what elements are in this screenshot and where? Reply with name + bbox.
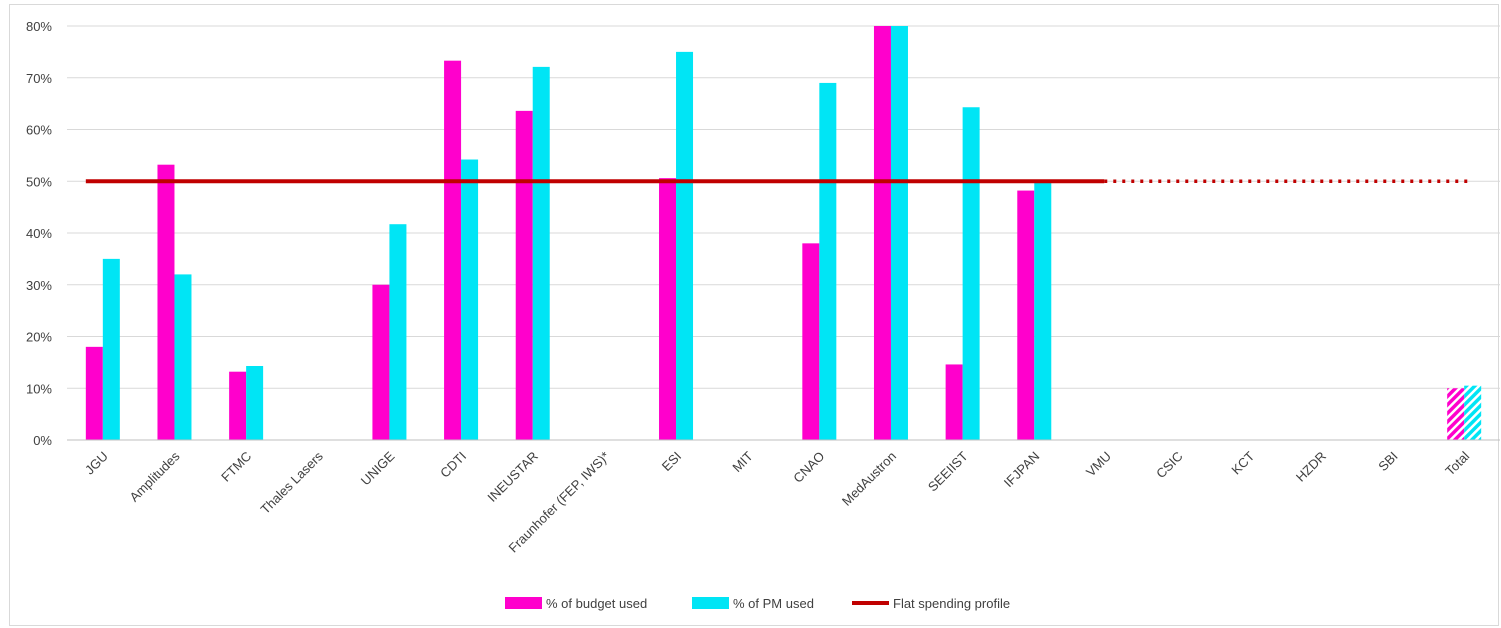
gridlines — [67, 25, 1500, 441]
x-tick-label: CDTI — [437, 449, 469, 481]
bar-pm-6 — [532, 66, 550, 440]
x-tick-label: Thales Lasers — [258, 448, 327, 517]
bar-budget-1 — [157, 164, 175, 440]
bar-budget-0 — [85, 346, 103, 440]
bar-budget-8 — [659, 178, 677, 440]
x-tick-label: IFJPAN — [1001, 449, 1043, 491]
x-tick-label: CNAO — [790, 449, 827, 486]
chart-frame — [9, 4, 1499, 626]
legend-swatch-budget — [505, 597, 542, 609]
bar-pm-13 — [1034, 181, 1052, 440]
bar-budget-5 — [444, 60, 462, 441]
y-tick-label: 60% — [26, 123, 52, 138]
y-tick-label: 10% — [26, 381, 52, 396]
x-tick-label: MIT — [729, 448, 755, 474]
x-tick-label: HZDR — [1293, 449, 1329, 485]
x-tick-label: FTMC — [218, 449, 254, 485]
y-tick-label: 20% — [26, 330, 52, 345]
bar-pm-10 — [819, 82, 837, 441]
y-tick-label: 0% — [33, 433, 52, 448]
x-tick-label: KCT — [1228, 448, 1257, 477]
x-tick-label: ESI — [659, 449, 684, 474]
x-tick-label: UNIGE — [358, 448, 398, 488]
bar-pm-8 — [676, 51, 694, 440]
legend-swatch-pm — [692, 597, 729, 609]
x-tick-label: SBI — [1375, 449, 1400, 474]
x-tick-label: CSIC — [1153, 449, 1186, 482]
y-tick-label: 70% — [26, 71, 52, 86]
bar-budget-19 — [1447, 388, 1465, 440]
y-axis: 0% 10% 20% 30% 40% 50% 60% 70% 80% — [26, 19, 52, 448]
bar-budget-4 — [372, 284, 390, 440]
bar-pm-11 — [890, 26, 908, 440]
x-tick-label: VMU — [1083, 449, 1114, 480]
bar-pm-2 — [246, 365, 264, 440]
x-tick-label: SEEIIST — [925, 448, 971, 494]
x-tick-label: INEUSTAR — [484, 449, 540, 505]
bar-pm-19 — [1464, 385, 1482, 440]
bar-pm-1 — [174, 274, 192, 440]
bar-budget-10 — [802, 243, 820, 440]
bar-budget-12 — [945, 364, 963, 440]
bar-budget-6 — [515, 110, 533, 441]
y-tick-label: 40% — [26, 226, 52, 241]
bar-pm-4 — [389, 224, 407, 440]
bar-pm-12 — [962, 107, 980, 440]
legend: % of budget used % of PM used Flat spend… — [505, 596, 1010, 611]
x-tick-label: JGU — [82, 449, 111, 478]
legend-label-flat: Flat spending profile — [893, 596, 1010, 611]
bar-budget-2 — [229, 371, 247, 440]
legend-label-pm: % of PM used — [733, 596, 814, 611]
x-tick-label: Total — [1442, 448, 1472, 478]
y-tick-label: 30% — [26, 278, 52, 293]
legend-label-budget: % of budget used — [546, 596, 647, 611]
x-tick-label: Amplitudes — [127, 448, 183, 504]
bar-pm-0 — [102, 258, 120, 440]
y-tick-label: 50% — [26, 174, 52, 189]
bar-budget-13 — [1017, 190, 1035, 440]
bar-pm-5 — [461, 159, 479, 440]
bar-budget-11 — [873, 26, 891, 440]
bars — [85, 26, 1482, 441]
x-tick-label: MedAustron — [839, 449, 899, 509]
x-axis: JGU Amplitudes FTMC Thales Lasers UNIGE CDTI I… — [67, 439, 1500, 556]
y-tick-label: 80% — [26, 19, 52, 34]
